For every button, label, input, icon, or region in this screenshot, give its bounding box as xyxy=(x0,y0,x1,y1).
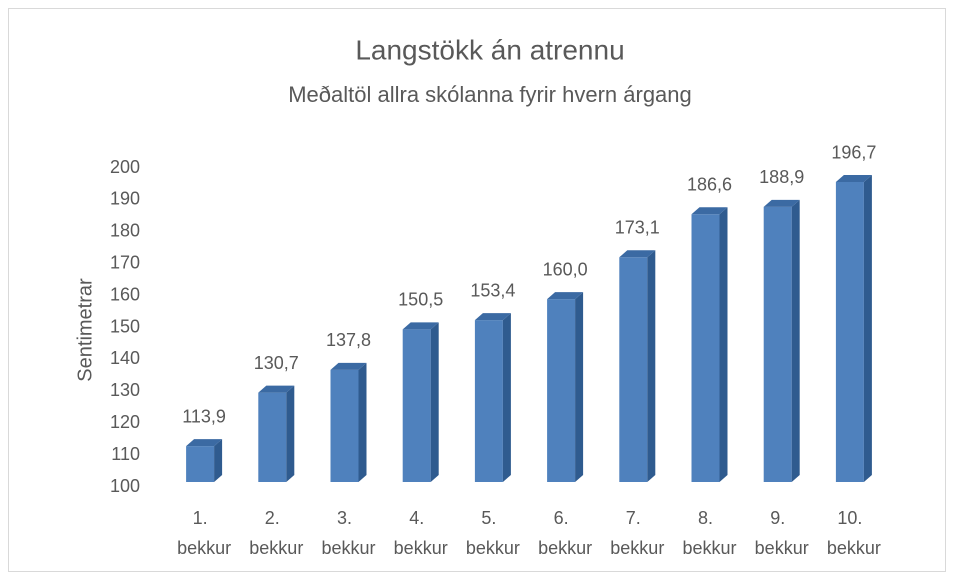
x-tick-label: 6. bekkur xyxy=(538,508,592,558)
bar xyxy=(547,292,584,482)
value-label: 153,4 xyxy=(470,280,515,300)
bar-side xyxy=(430,322,439,482)
y-tick-label: 100 xyxy=(110,476,140,496)
bar-top xyxy=(835,175,872,183)
bar-side xyxy=(863,175,872,483)
value-label: 186,6 xyxy=(687,174,732,194)
y-tick-label: 110 xyxy=(111,444,140,464)
bar xyxy=(691,207,728,482)
y-tick-label: 200 xyxy=(110,157,140,177)
bar xyxy=(258,385,295,482)
bar xyxy=(330,362,367,482)
bar xyxy=(619,250,656,482)
x-tick-label: 7. bekkur xyxy=(610,508,664,558)
bar xyxy=(474,313,511,482)
bar-top xyxy=(330,362,367,370)
y-tick-label: 190 xyxy=(110,189,140,209)
bar-front xyxy=(835,182,864,483)
bar-top xyxy=(763,199,800,207)
bar-front xyxy=(547,299,576,482)
y-tick-label: 160 xyxy=(110,284,140,304)
bar-front xyxy=(402,329,431,482)
bar-top xyxy=(619,250,656,258)
bar-top xyxy=(402,322,439,330)
bar-side xyxy=(719,207,728,482)
bar-side xyxy=(575,292,584,482)
value-label: 196,7 xyxy=(831,142,876,162)
bar-top xyxy=(474,313,511,321)
x-tick-label: 10. bekkur xyxy=(827,508,881,558)
bar-front xyxy=(330,369,359,482)
chart-subtitle: Meðaltöl allra skólanna fyrir hvern árga… xyxy=(288,82,692,107)
x-tick-label: 8. bekkur xyxy=(682,508,736,558)
bar xyxy=(402,322,439,482)
bar-top xyxy=(186,439,223,447)
x-tick-label: 5. bekkur xyxy=(466,508,520,558)
y-tick-label: 140 xyxy=(110,348,140,368)
bar-top xyxy=(547,292,584,300)
x-tick-label: 4. bekkur xyxy=(394,508,448,558)
value-label: 150,5 xyxy=(398,290,443,310)
x-tick-label: 3. bekkur xyxy=(321,508,375,558)
bar-front xyxy=(474,320,503,482)
y-tick-label: 120 xyxy=(110,412,140,432)
x-tick-label: 9. bekkur xyxy=(755,508,809,558)
x-tick-label: 1. bekkur xyxy=(177,508,231,558)
value-label: 137,8 xyxy=(326,330,371,350)
y-tick-label: 180 xyxy=(110,221,140,241)
value-label: 113,9 xyxy=(182,406,226,426)
value-label: 130,7 xyxy=(254,353,299,373)
y-tick-label: 150 xyxy=(110,316,140,336)
bar xyxy=(763,199,800,482)
x-tick-label: 2. bekkur xyxy=(249,508,303,558)
value-label: 173,1 xyxy=(615,218,660,238)
bar-front xyxy=(763,206,792,482)
y-tick-label: 170 xyxy=(110,252,140,272)
bar-side xyxy=(647,250,656,482)
bar-front xyxy=(186,446,215,482)
chart-title: Langstökk án atrennu xyxy=(355,34,624,65)
bar-front xyxy=(258,392,287,482)
bar-side xyxy=(502,313,511,482)
bar-top xyxy=(258,385,295,393)
bar-top xyxy=(691,207,728,215)
value-label: 188,9 xyxy=(759,167,804,187)
bar-front xyxy=(619,257,648,482)
bar-side xyxy=(791,199,800,482)
bar xyxy=(835,175,872,483)
bar xyxy=(186,439,223,482)
bar-side xyxy=(214,439,223,482)
bar-side xyxy=(286,385,295,482)
y-tick-label: 130 xyxy=(110,380,140,400)
bar-front xyxy=(691,214,720,482)
bar-side xyxy=(358,362,367,482)
y-axis-label: Sentimetrar xyxy=(74,278,96,382)
value-label: 160,0 xyxy=(543,259,588,279)
